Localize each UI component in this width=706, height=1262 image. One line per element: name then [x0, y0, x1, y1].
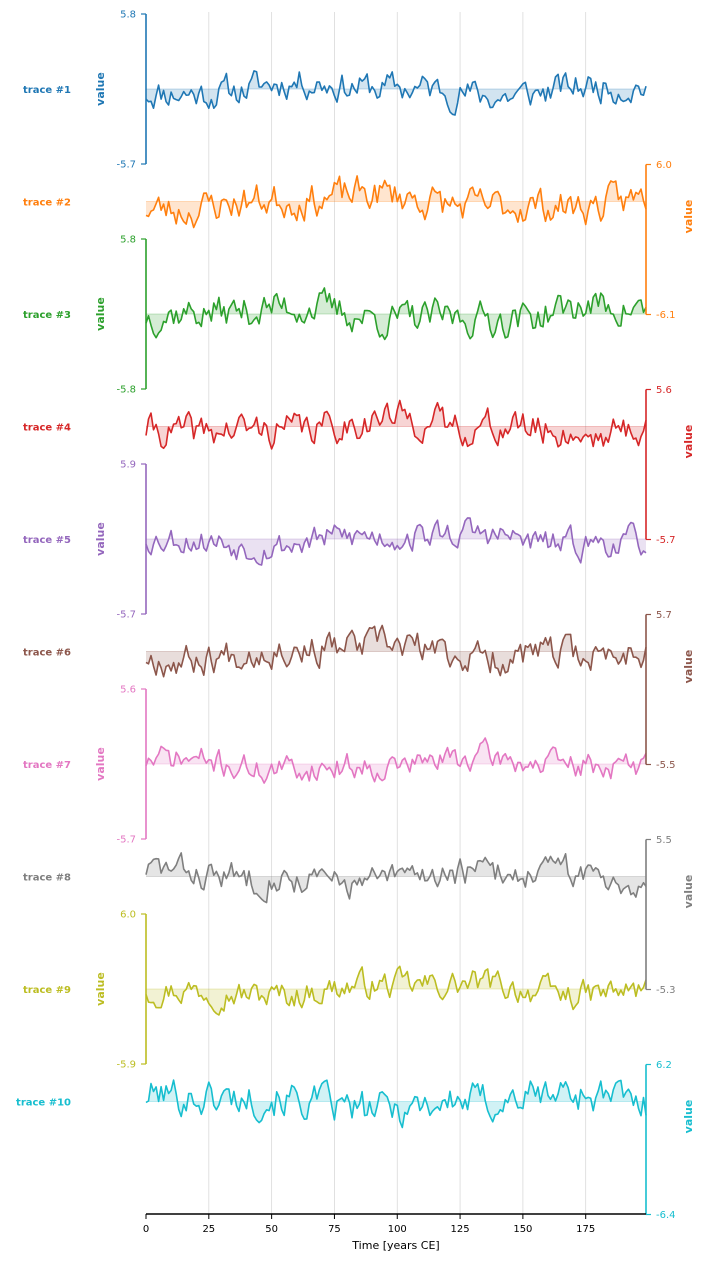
trace-fill [146, 1080, 646, 1128]
trace-name-label: trace #2 [23, 198, 71, 209]
trace-line [145, 70, 647, 116]
trace-line [145, 517, 647, 566]
trace-fill [146, 70, 646, 115]
y-tick-label: 5.8 [120, 10, 136, 21]
trace-name-label: trace #7 [23, 760, 71, 771]
trace-y-label: value [94, 72, 107, 106]
trace-name-label: trace #8 [23, 873, 71, 884]
trace-fill [146, 517, 646, 565]
x-tick-label: 50 [265, 1224, 278, 1235]
trace-line [145, 965, 647, 1016]
x-tick-label: 75 [328, 1224, 341, 1235]
vertical-grid [208, 12, 587, 1214]
trace-name-label: trace #4 [23, 423, 71, 434]
trace-fill [146, 625, 646, 677]
trace-axes: 5.8 -5.7 value trace #1 6.0 -6.1 value trace #2… [16, 10, 695, 1222]
trace-fill [146, 400, 646, 449]
trace-y-label: value [94, 297, 107, 331]
y-tick-label: -5.7 [656, 535, 676, 546]
y-tick-label: -5.7 [116, 610, 136, 621]
trace-name-label: trace #9 [23, 985, 71, 996]
trace-line [145, 399, 647, 450]
trace-line [145, 737, 647, 784]
trace-y-label: value [682, 875, 695, 909]
y-tick-label: 5.6 [656, 385, 672, 396]
x-tick-label: 150 [513, 1224, 532, 1235]
trace-y-label: value [682, 1100, 695, 1134]
trace-line [145, 175, 647, 229]
y-tick-label: 5.7 [656, 610, 672, 621]
y-tick-label: -5.5 [656, 760, 676, 771]
x-axis-label: Time [years CE] [351, 1239, 439, 1252]
trace-y-label: value [682, 200, 695, 234]
y-tick-label: -5.7 [116, 835, 136, 846]
trace-name-label: trace #5 [23, 535, 71, 546]
y-tick-label: 6.0 [656, 160, 672, 171]
x-axis: Time [years CE] 0 25 50 75 100 125 150 175 [143, 1213, 646, 1252]
trace-fill [146, 966, 646, 1015]
y-tick-label: 6.2 [656, 1060, 672, 1071]
trace-y-label: value [682, 425, 695, 459]
trace-name-label: trace #3 [23, 310, 71, 321]
trace-y-label: value [94, 522, 107, 556]
trace-fills [146, 70, 646, 1128]
trace-fill [146, 852, 646, 903]
y-tick-label: 5.6 [120, 685, 136, 696]
y-tick-label: -5.8 [116, 385, 136, 396]
y-tick-label: 5.8 [120, 235, 136, 246]
x-tick-label: 175 [576, 1224, 595, 1235]
y-tick-label: 5.5 [656, 835, 672, 846]
y-tick-label: 6.0 [120, 910, 136, 921]
x-tick-label: 100 [388, 1224, 407, 1235]
y-tick-label: 5.9 [120, 460, 136, 471]
x-tick-label: 0 [143, 1224, 149, 1235]
y-tick-label: -5.7 [116, 160, 136, 171]
y-tick-label: -6.1 [656, 310, 676, 321]
trace-y-label: value [94, 747, 107, 781]
trace-name-label: trace #1 [23, 85, 71, 96]
trace-line [145, 852, 647, 904]
y-tick-label: -5.3 [656, 985, 676, 996]
trace-line [145, 624, 647, 678]
y-tick-label: -6.4 [656, 1210, 676, 1221]
trace-y-label: value [94, 972, 107, 1006]
trace-line [145, 287, 647, 341]
trace-lines [145, 70, 647, 1129]
x-tick-label: 125 [451, 1224, 470, 1235]
trace-name-label: trace #10 [16, 1098, 71, 1109]
trace-line [145, 1079, 647, 1129]
trace-y-label: value [682, 650, 695, 684]
trace-name-label: trace #6 [23, 648, 71, 659]
y-tick-label: -5.9 [116, 1060, 136, 1071]
x-tick-label: 25 [202, 1224, 215, 1235]
